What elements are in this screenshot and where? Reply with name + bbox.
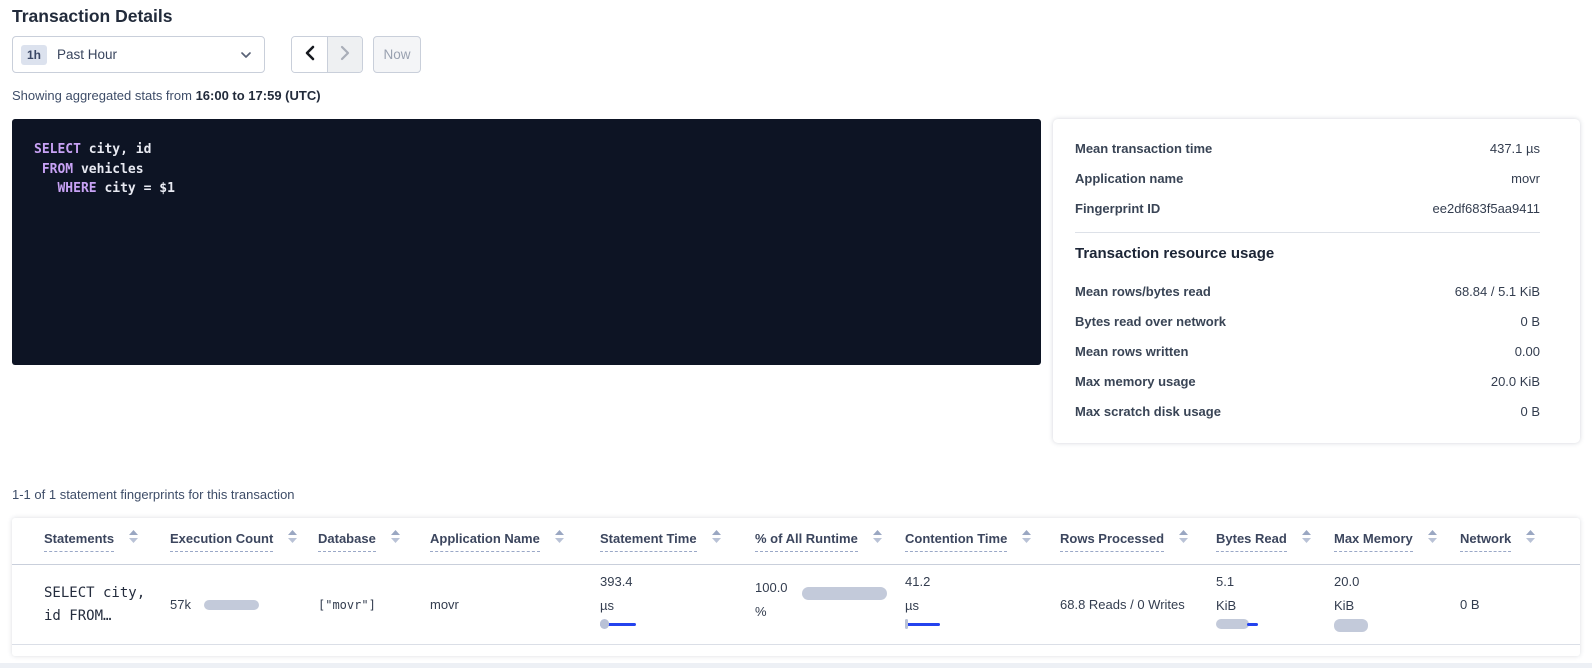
column-header-max-memory[interactable]: Max Memory (1334, 530, 1460, 552)
summary-row-bytes-read-over-network: Bytes read over network 0 B (1075, 313, 1540, 329)
max-memory-bar (1334, 619, 1368, 632)
cell-statement[interactable]: SELECT city, id FROM… (44, 565, 170, 644)
sort-icon[interactable] (711, 530, 721, 548)
sort-icon[interactable] (1526, 530, 1536, 548)
column-header-bytes-read[interactable]: Bytes Read (1216, 530, 1334, 552)
time-range-label: Past Hour (57, 47, 118, 62)
sort-icon[interactable] (1301, 530, 1311, 548)
execution-count-bar (203, 599, 259, 610)
table-row: SELECT city, id FROM… 57k ["movr"] movr … (12, 565, 1580, 645)
cell-database: ["movr"] (318, 597, 376, 612)
summary-row-mean-rows-written: Mean rows written 0.00 (1075, 343, 1540, 359)
chevron-right-icon (340, 45, 351, 64)
time-range-dropdown[interactable]: 1h Past Hour (12, 36, 265, 73)
summary-row-mean-rows-bytes-read: Mean rows/bytes read 68.84 / 5.1 KiB (1075, 283, 1540, 299)
cell-rows-processed: 68.8 Reads / 0 Writes (1060, 597, 1185, 612)
column-header-runtime-pct[interactable]: % of All Runtime (755, 530, 905, 552)
aggregated-stats-line: Showing aggregated stats from 16:00 to 1… (12, 88, 1580, 104)
sort-icon[interactable] (1022, 530, 1032, 548)
sort-icon[interactable] (390, 530, 400, 548)
statement-link[interactable]: SELECT city, id FROM… (44, 584, 146, 624)
cell-execution-count: 57k (170, 565, 318, 644)
cell-bytes-read: 5.1 KiB (1216, 565, 1334, 644)
bytes-read-bar (1216, 619, 1262, 629)
transaction-details-page: Transaction Details 1h Past Hour Now Sho… (0, 5, 1592, 656)
summary-divider (1075, 232, 1540, 233)
page-title: Transaction Details (12, 6, 173, 26)
sort-icon[interactable] (288, 530, 298, 548)
cell-statement-time: 393.4 µs (600, 565, 755, 644)
main-row: SELECT city, id FROM vehicles WHERE city… (12, 119, 1580, 443)
sql-line-3: WHERE city = $1 (34, 181, 175, 196)
next-time-button[interactable] (327, 37, 362, 72)
sql-line-1: SELECT city, id (34, 142, 152, 157)
column-header-application-name[interactable]: Application Name (430, 530, 600, 552)
cell-runtime-pct: 100.0 % (755, 565, 905, 644)
sort-icon[interactable] (1427, 530, 1437, 548)
cell-network: 0 B (1460, 597, 1480, 612)
summary-row-mean-transaction-time: Mean transaction time 437.1 µs (1075, 140, 1540, 156)
cell-application-name: movr (430, 597, 459, 612)
column-header-rows-processed[interactable]: Rows Processed (1060, 530, 1216, 552)
time-range-badge: 1h (21, 44, 48, 65)
column-header-statement-time[interactable]: Statement Time (600, 530, 755, 552)
contention-time-bar (905, 619, 965, 629)
sql-line-2: FROM vehicles (34, 161, 144, 177)
stats-line-range: 16:00 to 17:59 (UTC) (195, 88, 321, 103)
sort-icon[interactable] (129, 530, 139, 548)
column-header-database[interactable]: Database (318, 530, 430, 552)
page-bottom-strip (0, 663, 1592, 668)
column-header-contention-time[interactable]: Contention Time (905, 530, 1060, 552)
chevron-down-icon (240, 51, 252, 59)
column-header-statements[interactable]: Statements (44, 530, 170, 552)
sort-icon[interactable] (1179, 530, 1189, 548)
column-header-network[interactable]: Network (1460, 530, 1580, 552)
sql-statement-box: SELECT city, id FROM vehicles WHERE city… (12, 119, 1041, 365)
cell-contention-time: 41.2 µs (905, 565, 1060, 644)
column-header-execution-count[interactable]: Execution Count (170, 530, 318, 552)
statements-table-header: Statements Execution Count Database Appl… (12, 518, 1580, 565)
chevron-left-icon (304, 45, 315, 64)
stats-line-prefix: Showing aggregated stats from (12, 88, 196, 103)
statement-time-bar (600, 619, 660, 629)
transaction-summary-card: Mean transaction time 437.1 µs Applicati… (1053, 119, 1580, 443)
summary-row-fingerprint-id: Fingerprint ID ee2df683f5aa9411 (1075, 200, 1540, 216)
now-button[interactable]: Now (373, 36, 421, 73)
fingerprint-count-caption: 1-1 of 1 statement fingerprints for this… (12, 487, 295, 502)
time-picker-row: 1h Past Hour Now (12, 36, 1580, 73)
summary-row-max-scratch-disk-usage: Max scratch disk usage 0 B (1075, 403, 1540, 419)
prev-time-button[interactable] (292, 37, 327, 72)
sort-icon[interactable] (554, 530, 564, 548)
statements-table: Statements Execution Count Database Appl… (12, 518, 1580, 656)
sort-icon[interactable] (872, 530, 882, 548)
time-nav-group (291, 36, 363, 73)
cell-max-memory: 20.0 KiB (1334, 565, 1460, 644)
summary-row-application-name: Application name movr (1075, 170, 1540, 186)
runtime-pct-bar (801, 587, 887, 600)
summary-row-max-memory-usage: Max memory usage 20.0 KiB (1075, 373, 1540, 389)
resource-usage-title: Transaction resource usage (1075, 245, 1275, 262)
